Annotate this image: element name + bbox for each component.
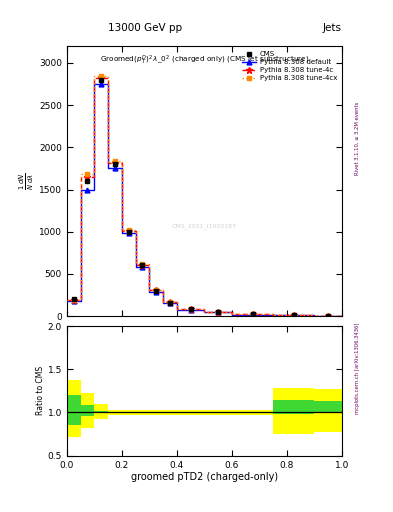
Y-axis label: Ratio to CMS: Ratio to CMS: [36, 366, 45, 415]
Text: Jets: Jets: [323, 23, 342, 33]
Y-axis label: $\frac{1}{N}\frac{dN}{d\lambda}$: $\frac{1}{N}\frac{dN}{d\lambda}$: [18, 172, 36, 190]
Text: mcplots.cern.ch [arXiv:1306.3436]: mcplots.cern.ch [arXiv:1306.3436]: [355, 323, 360, 414]
Text: CMS_2021_I1920187: CMS_2021_I1920187: [172, 223, 237, 229]
Text: Rivet 3.1.10, ≥ 3.2M events: Rivet 3.1.10, ≥ 3.2M events: [355, 101, 360, 175]
Text: Groomed$(p_T^D)^2\,\lambda\_0^2$ (charged only) (CMS jet substructure): Groomed$(p_T^D)^2\,\lambda\_0^2$ (charge…: [100, 54, 309, 68]
Legend: CMS, Pythia 8.308 default, Pythia 8.308 tune-4c, Pythia 8.308 tune-4cx: CMS, Pythia 8.308 default, Pythia 8.308 …: [240, 48, 340, 84]
X-axis label: groomed pTD2 (charged-only): groomed pTD2 (charged-only): [131, 472, 278, 482]
Text: 13000 GeV pp: 13000 GeV pp: [108, 23, 182, 33]
